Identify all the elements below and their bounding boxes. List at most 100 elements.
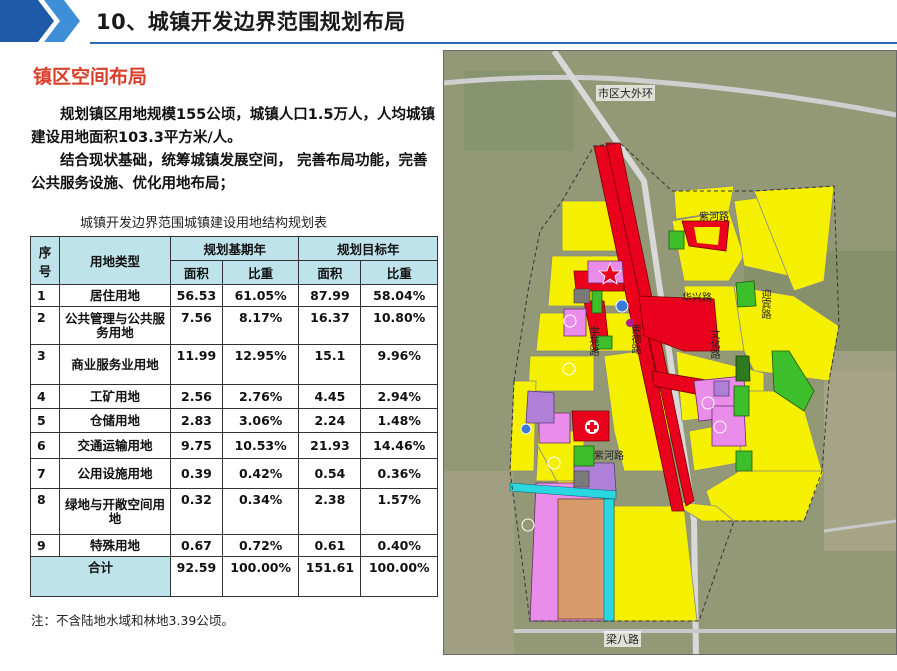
cell-base-area: 2.83	[170, 408, 223, 433]
cell-target-area: 21.93	[298, 432, 362, 459]
star-icon	[597, 261, 623, 285]
header-type: 用地类型	[59, 236, 171, 285]
table-row: 4 工矿用地 2.56 2.76% 4.45 2.94%	[30, 384, 438, 409]
facility-icon	[713, 420, 727, 434]
cell-target-ratio: 0.40%	[360, 534, 438, 557]
cell-target-ratio: 1.57%	[360, 488, 438, 535]
cell-base-area: 7.56	[170, 306, 223, 345]
cell-type: 公用设施用地	[59, 458, 171, 489]
cell-base-ratio: 0.42%	[221, 458, 300, 489]
cell-base-ratio: 2.76%	[221, 384, 300, 409]
land-use-map-graphic	[444, 51, 896, 654]
table-row: 6 交通运输用地 9.75 10.53% 21.93 14.46%	[30, 432, 438, 459]
footnote: 注：不含陆地水域和林地3.39公顷。	[31, 613, 234, 628]
cell-base-area: 56.53	[170, 284, 223, 307]
cell-type: 居住用地	[59, 284, 171, 307]
cell-total-target-ratio: 100.00%	[360, 556, 438, 597]
cell-base-area: 0.39	[170, 458, 223, 489]
cell-type: 绿地与开敞空间用地	[59, 488, 171, 535]
cell-target-ratio: 10.80%	[360, 306, 438, 345]
cell-base-area: 0.67	[170, 534, 223, 557]
cell-base-area: 9.75	[170, 432, 223, 459]
map-label-road-e: 崇德路	[629, 324, 640, 354]
facility-icon	[563, 314, 577, 328]
cell-target-area: 2.24	[298, 408, 362, 433]
cell-no: 9	[30, 534, 60, 557]
land-use-table: 序号 用地类型 规划基期年 规划目标年 面积 比重 面积 比重 1 居住用地 5…	[30, 236, 438, 597]
cell-target-ratio: 58.04%	[360, 284, 438, 307]
cell-no: 7	[30, 458, 60, 489]
cell-target-ratio: 9.96%	[360, 344, 438, 385]
facility-icon	[562, 362, 576, 376]
cell-total-base-area: 92.59	[170, 556, 223, 597]
map-label-road-d: 迎宾路	[759, 289, 770, 319]
map-label-road-f: 学苑路	[587, 326, 598, 356]
ring-road-line	[444, 74, 896, 118]
header-target-year: 规划目标年	[298, 236, 438, 261]
header-target-ratio: 比重	[360, 260, 438, 285]
cell-base-ratio: 0.72%	[221, 534, 300, 557]
cell-type: 工矿用地	[59, 384, 171, 409]
summary-paragraph-1: 规划镇区用地规模155公顷，城镇人口1.5万人，人均城镇建设用地面积103.3平…	[31, 107, 435, 146]
cell-base-ratio: 12.95%	[221, 344, 300, 385]
header-chevron-decoration	[0, 0, 80, 42]
table-total-row: 合计 92.59 100.00% 151.61 100.00%	[30, 556, 438, 597]
facility-icon	[701, 396, 715, 410]
header-no: 序号	[30, 236, 60, 285]
cell-base-ratio: 61.05%	[221, 284, 300, 307]
header-base-ratio: 比重	[221, 260, 300, 285]
cell-type: 交通运输用地	[59, 432, 171, 459]
cell-no: 2	[30, 306, 60, 345]
cell-target-ratio: 2.94%	[360, 384, 438, 409]
cell-no: 3	[30, 344, 60, 385]
cell-target-area: 0.54	[298, 458, 362, 489]
table-row: 1 居住用地 56.53 61.05% 87.99 58.04%	[30, 284, 438, 307]
cell-total-label: 合计	[30, 556, 171, 597]
cell-target-ratio: 1.48%	[360, 408, 438, 433]
cell-no: 5	[30, 408, 60, 433]
cell-target-area: 87.99	[298, 284, 362, 307]
facility-icon	[626, 319, 634, 327]
cell-target-area: 4.45	[298, 384, 362, 409]
summary-paragraph-2: 结合现状基础，统筹城镇发展空间， 完善布局功能，完善公共服务设施、优化用地布局；	[31, 153, 428, 192]
facility-icon	[615, 299, 629, 313]
header-divider	[90, 42, 897, 44]
cell-no: 1	[30, 284, 60, 307]
header-base-area: 面积	[170, 260, 223, 285]
map-label-road-bottom: 梁八路	[604, 631, 641, 647]
map-label-road-g: 紫河路	[594, 451, 624, 462]
cell-type: 仓储用地	[59, 408, 171, 433]
cell-no: 4	[30, 384, 60, 409]
cell-target-area: 16.37	[298, 306, 362, 345]
cell-no: 6	[30, 432, 60, 459]
section-title: 镇区空间布局	[33, 66, 148, 88]
header-base-year: 规划基期年	[169, 236, 300, 261]
facility-icon	[520, 423, 532, 435]
map-label-road-c: 文化路	[708, 329, 719, 359]
cell-target-area: 0.61	[298, 534, 362, 557]
cell-target-ratio: 0.36%	[360, 458, 438, 489]
cell-target-area: 15.1	[298, 344, 362, 385]
header-target-area: 面积	[298, 260, 362, 285]
cell-base-ratio: 3.06%	[221, 408, 300, 433]
cell-base-ratio: 0.34%	[221, 488, 300, 535]
map-label-ring-road: 市区大外环	[596, 85, 655, 101]
development-boundary	[509, 142, 840, 622]
page-title: 10、城镇开发边界范围规划布局	[96, 10, 406, 34]
table-row: 2 公共管理与公共服务用地 7.56 8.17% 16.37 10.80%	[30, 306, 438, 345]
facility-icon	[521, 518, 535, 532]
cell-total-target-area: 151.61	[298, 556, 362, 597]
cell-total-base-ratio: 100.00%	[221, 556, 300, 597]
cell-base-area: 2.56	[170, 384, 223, 409]
table-row: 7 公用设施用地 0.39 0.42% 0.54 0.36%	[30, 458, 438, 489]
map-label-road-a: 紫河路	[699, 212, 729, 223]
summary-text: 规划镇区用地规模155公顷，城镇人口1.5万人，人均城镇建设用地面积103.3平…	[31, 104, 436, 196]
cell-base-area: 11.99	[170, 344, 223, 385]
cell-base-area: 0.32	[170, 488, 223, 535]
table-row: 8 绿地与开敞空间用地 0.32 0.34% 2.38 1.57%	[30, 488, 438, 535]
table-row: 3 商业服务业用地 11.99 12.95% 15.1 9.96%	[30, 344, 438, 385]
table-row: 5 仓储用地 2.83 3.06% 2.24 1.48%	[30, 408, 438, 433]
facility-icon	[547, 456, 561, 470]
cell-type: 公共管理与公共服务用地	[59, 306, 171, 345]
cell-target-ratio: 14.46%	[360, 432, 438, 459]
